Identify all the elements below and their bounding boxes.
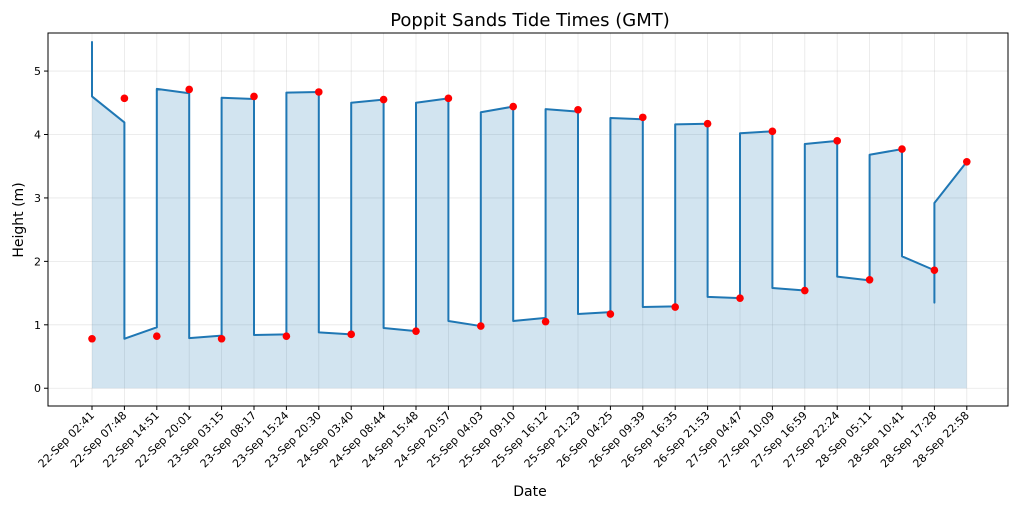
tide-point: [541, 317, 550, 326]
y-tick-label: 4: [34, 128, 41, 141]
tide-point: [153, 332, 161, 341]
tide-point: [347, 330, 356, 339]
x-axis-label: Date: [513, 484, 546, 500]
tide-point: [315, 88, 323, 96]
area-fill-layer: [92, 41, 967, 389]
y-axis-label: Height (m): [11, 182, 27, 257]
y-tick-label: 0: [34, 382, 41, 395]
tide-point: [963, 157, 971, 166]
tide-point: [217, 334, 226, 343]
y-tick-label: 3: [34, 192, 41, 205]
line-layer: [91, 41, 968, 340]
y-tick-label: 5: [34, 65, 41, 78]
tide-point: [574, 105, 582, 114]
tide-point: [671, 303, 679, 311]
tide-point: [412, 327, 420, 335]
tide-point: [250, 92, 258, 101]
tide-point: [768, 127, 777, 136]
tide-line: [91, 41, 968, 340]
tide-point: [930, 266, 939, 275]
tide-point: [833, 137, 841, 145]
tide-point: [801, 286, 809, 295]
tide-point: [120, 94, 129, 103]
tide-point: [477, 322, 485, 330]
tide-point: [865, 275, 874, 284]
chart-title: Poppit Sands Tide Times (GMT): [390, 10, 670, 31]
plot-frame: [47, 32, 1009, 407]
tide-point: [444, 94, 453, 103]
tide-point: [898, 145, 906, 153]
tide-point: [88, 334, 96, 343]
tide-point: [282, 332, 291, 341]
y-tick-label: 1: [34, 319, 41, 332]
tide-point: [509, 102, 517, 111]
tide-point: [703, 119, 712, 128]
tide-point: [736, 294, 744, 302]
tide-point: [606, 310, 615, 318]
tide-points-layer: [88, 85, 971, 343]
area-fill: [92, 41, 967, 389]
tide-point: [379, 95, 388, 104]
y-axis: 0 1 2 3 4 5: [34, 65, 48, 395]
y-tick-label: 2: [34, 255, 41, 268]
tide-point: [639, 113, 647, 122]
tide-point: [185, 85, 193, 94]
